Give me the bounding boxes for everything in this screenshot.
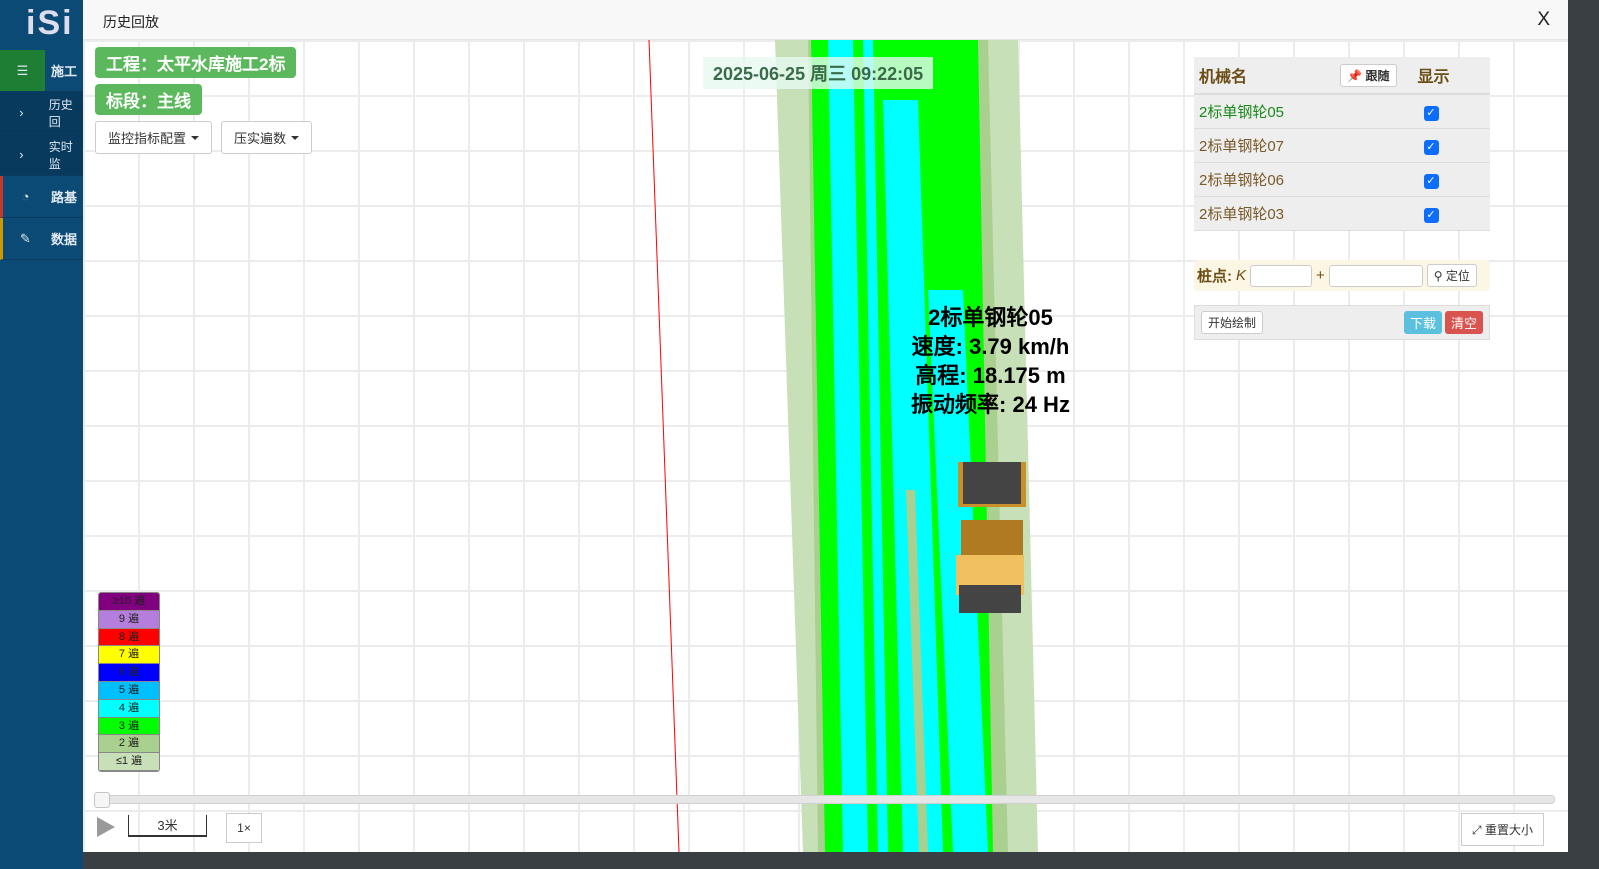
sidebar-label: 路基 (51, 190, 78, 205)
stake-m-input[interactable] (1328, 264, 1423, 287)
machine-name[interactable]: 2标单钢轮05 (1194, 94, 1402, 129)
machine-panel: 机械名 📌 跟随 显示 2标单钢轮05 ✓ 2标单钢轮07 ✓ 2标单钢轮06 ✓ 2标单钢… (1194, 57, 1490, 340)
map-marker-icon: ⚲ (1433, 269, 1443, 283)
resize-icon: ⤢ (1472, 823, 1482, 837)
monitor-config-dropdown[interactable]: 监控指标配置 (95, 121, 213, 154)
vehicle-info-label: 2标单钢轮05 速度: 3.79 km/h 高程: 18.175 m 振动频率:… (883, 303, 1098, 419)
vehicle-frequency: 振动频率: 24 Hz (911, 392, 1070, 417)
sidebar-item-data[interactable]: ✎ 数据 (0, 218, 83, 260)
legend-item: ≥10 遍 (99, 593, 159, 611)
machine-row[interactable]: 2标单钢轮03 ✓ (1194, 196, 1490, 231)
play-icon[interactable] (97, 817, 115, 837)
legend-item: 9 遍 (99, 610, 159, 629)
caret-down-icon (291, 135, 300, 140)
download-button[interactable]: 下载 (1403, 311, 1442, 334)
legend-item: 4 遍 (99, 699, 159, 718)
list-icon: ☰ (0, 50, 45, 91)
stake-label: 桩点: (1197, 268, 1232, 285)
machine-name[interactable]: 2标单钢轮06 (1194, 162, 1402, 197)
modal-title: 历史回放 (103, 14, 159, 30)
sidebar-label: 历史回 (48, 97, 73, 129)
reset-size-button[interactable]: ⤢ 重置大小 (1461, 813, 1544, 846)
vehicle-elevation: 高程: 18.175 m (915, 363, 1066, 388)
timestamp: 2025-06-25 周三 09:22:05 (703, 57, 934, 89)
legend-item: 7 遍 (99, 646, 159, 665)
close-button[interactable]: X (1537, 9, 1550, 30)
reset-size-label: 重置大小 (1484, 823, 1533, 837)
start-draw-button[interactable]: 开始绘制 (1201, 311, 1264, 334)
machine-table: 机械名 📌 跟随 显示 2标单钢轮05 ✓ 2标单钢轮07 ✓ 2标单钢轮06 ✓ 2标单钢… (1194, 57, 1490, 231)
reference-line (648, 40, 680, 852)
project-badge: 工程：太平水库施工2标 (95, 47, 297, 78)
playback-slider[interactable] (94, 792, 1555, 808)
show-checkbox[interactable]: ✓ (1423, 139, 1439, 155)
section-badge: 标段：主线 (95, 84, 202, 115)
stake-k-label: K (1236, 267, 1247, 284)
logo: iSi (26, 4, 74, 42)
legend-item: 6 遍 (99, 664, 159, 682)
sidebar-label: 实时监 (48, 139, 73, 171)
compaction-map (648, 40, 1038, 852)
chevron-right-icon: › (19, 147, 24, 162)
col-machine-name: 机械名 (1194, 57, 1291, 95)
stake-km-input[interactable] (1250, 264, 1313, 287)
legend-item: ≤1 遍 (99, 753, 159, 771)
machine-name[interactable]: 2标单钢轮07 (1194, 128, 1402, 163)
machine-row[interactable]: 2标单钢轮07 ✓ (1194, 128, 1490, 163)
caret-down-icon (191, 135, 200, 140)
legend-item: 3 遍 (99, 717, 159, 736)
road-pass2-stripe (906, 490, 928, 852)
sidebar-item-construction[interactable]: ☰ 施工 (0, 50, 83, 92)
machine-name[interactable]: 2标单钢轮03 (1194, 196, 1402, 231)
plus-label: + (1316, 267, 1325, 284)
chevron-right-icon: › (19, 105, 24, 120)
dropdown-label: 压实遍数 (234, 131, 287, 146)
vehicle-speed: 速度: 3.79 km/h (911, 334, 1070, 359)
sidebar-item-realtime[interactable]: › 实时监 (0, 134, 83, 176)
roller-vehicle-icon (956, 462, 1026, 613)
sidebar-label: 施工 (51, 64, 78, 79)
stake-locator: 桩点: K + ⚲ 定位 (1194, 260, 1490, 291)
draw-toolbar: 开始绘制 下载 清空 (1194, 305, 1490, 340)
clear-button[interactable]: 清空 (1444, 311, 1483, 334)
slider-handle[interactable] (94, 792, 110, 808)
follow-button[interactable]: 📌 跟随 (1340, 63, 1397, 87)
sidebar-item-history[interactable]: › 历史回 (0, 92, 83, 134)
legend-item: 8 遍 (99, 628, 159, 647)
follow-label: 跟随 (1365, 68, 1390, 83)
dropdown-label: 监控指标配置 (108, 131, 187, 146)
legend-item: 5 遍 (99, 681, 159, 700)
road-pass4-b (883, 100, 943, 852)
col-show: 显示 (1401, 57, 1490, 95)
vehicle-name: 2标单钢轮05 (928, 305, 1053, 330)
show-checkbox[interactable]: ✓ (1423, 207, 1439, 223)
locate-label: 定位 (1445, 269, 1470, 283)
locate-button[interactable]: ⚲ 定位 (1426, 264, 1477, 287)
modal-header: 历史回放 X (83, 0, 1568, 40)
pin-icon: 📌 (1347, 68, 1363, 83)
show-checkbox[interactable]: ✓ (1423, 173, 1439, 189)
show-checkbox[interactable]: ✓ (1423, 105, 1439, 121)
dashboard-icon: ◔ (21, 189, 30, 204)
road-pass3-stripe (853, 40, 878, 852)
sidebar-label: 数据 (51, 232, 78, 247)
legend-item: 2 遍 (99, 735, 159, 754)
machine-row[interactable]: 2标单钢轮05 ✓ (1194, 94, 1490, 129)
edit-icon: ✎ (20, 230, 31, 246)
history-playback-modal: 历史回放 X 工程：太平水库施工2标 标段：主线 监控指标配置 压实遍数 202… (83, 0, 1568, 852)
pass-count-dropdown[interactable]: 压实遍数 (221, 121, 313, 154)
sidebar: iSi ☰ 施工 › 历史回 › 实时监 ◔ 路基 ✎ 数据 (0, 0, 83, 869)
map-scale: 3米 (128, 815, 207, 837)
sidebar-item-roadbed[interactable]: ◔ 路基 (0, 176, 83, 218)
machine-row[interactable]: 2标单钢轮06 ✓ (1194, 162, 1490, 197)
playback-speed-button[interactable]: 1× (226, 813, 262, 843)
